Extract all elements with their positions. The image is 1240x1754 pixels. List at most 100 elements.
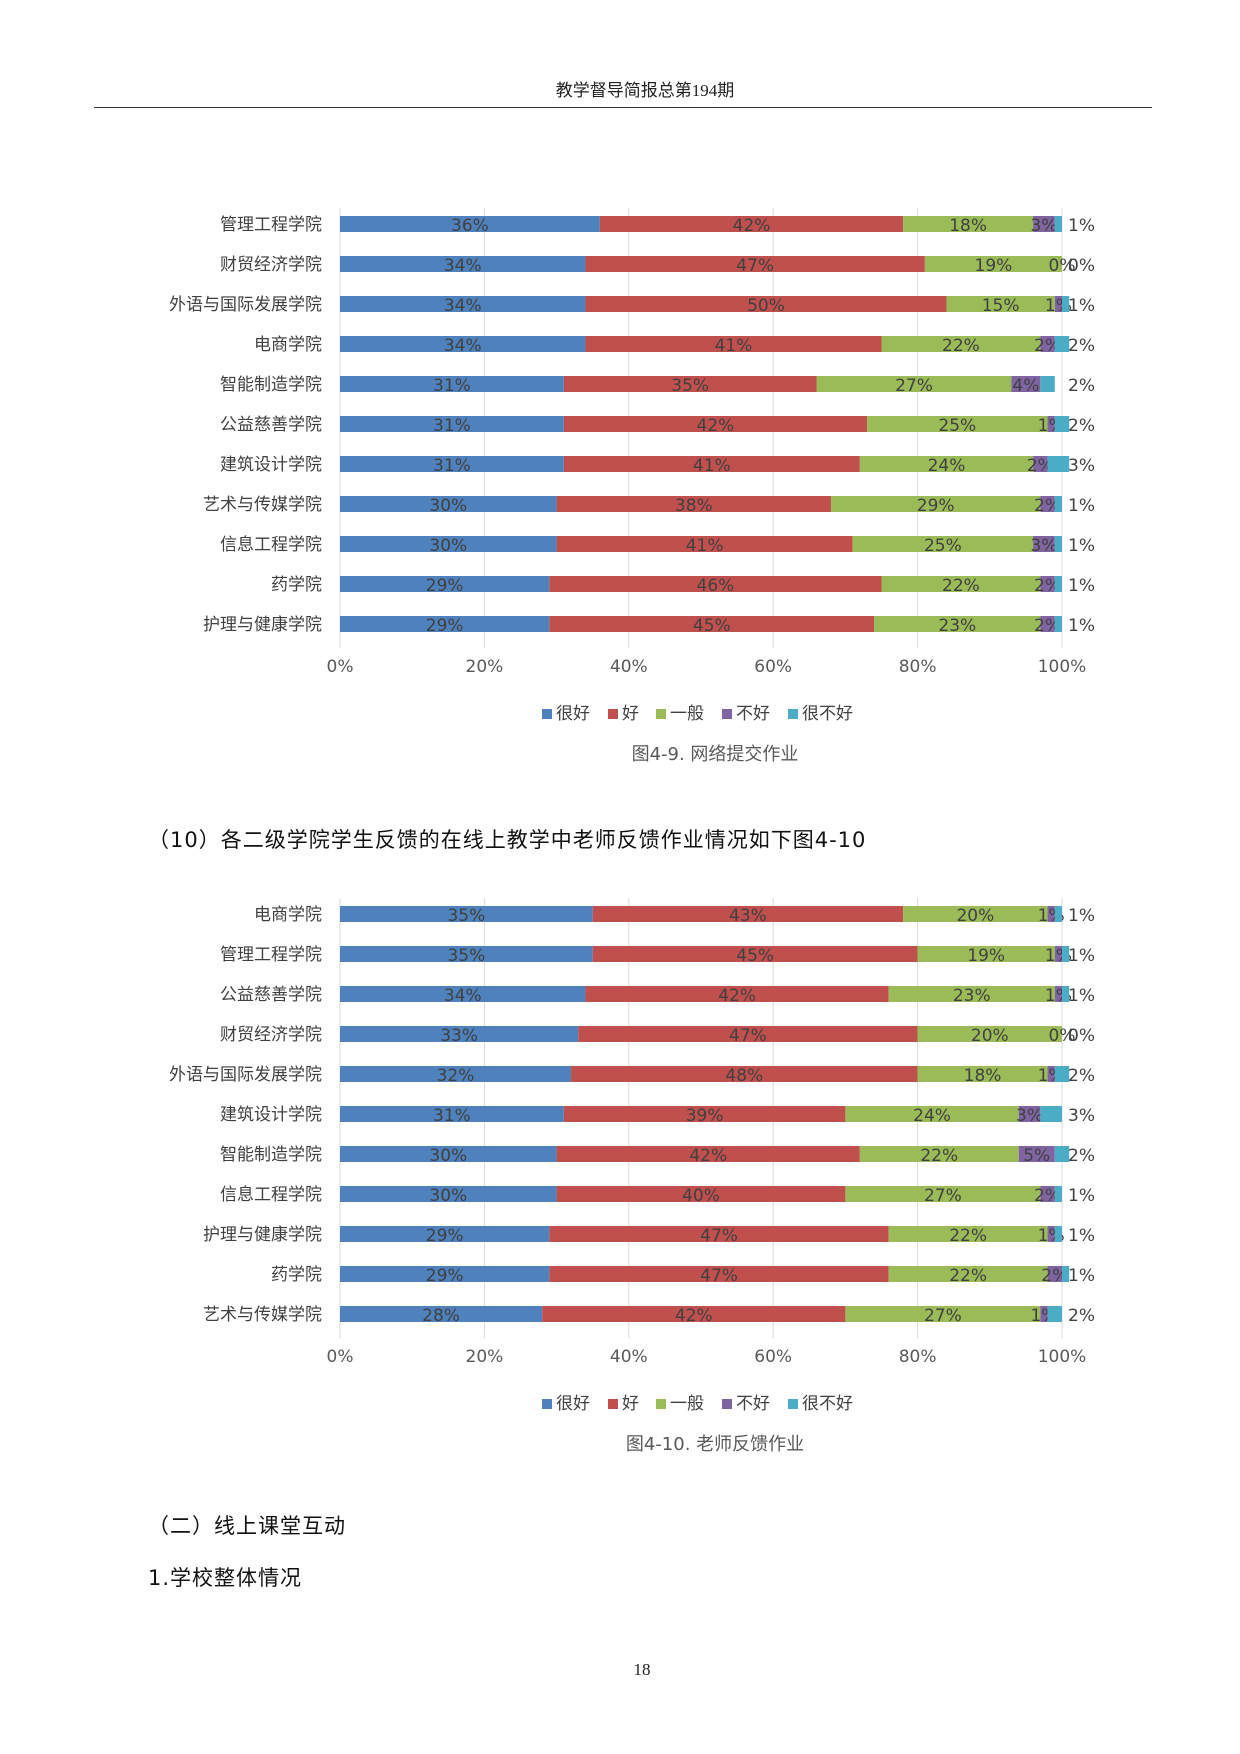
bar-segment — [1054, 946, 1062, 962]
x-tick-label: 40% — [610, 1347, 648, 1367]
bar-segment — [340, 216, 600, 232]
data-label: 47% — [729, 1026, 767, 1046]
bar-segment — [917, 1026, 1062, 1042]
bar-segment — [1054, 536, 1062, 552]
bar-segment — [845, 1106, 1019, 1122]
data-label: 1% — [1068, 1186, 1095, 1206]
bar-segment — [852, 536, 1034, 552]
bar-segment — [1040, 576, 1055, 592]
data-label: 38% — [675, 496, 713, 516]
data-label: 30% — [429, 536, 467, 556]
category-label: 艺术与传媒学院 — [203, 495, 322, 515]
data-label: 30% — [429, 1146, 467, 1166]
category-label: 外语与国际发展学院 — [169, 295, 322, 315]
bar-segment — [859, 1146, 1019, 1162]
data-label: 2% — [1034, 616, 1061, 636]
data-label: 1% — [1068, 576, 1095, 596]
bar-segment — [1054, 616, 1062, 632]
bar-segment — [1054, 216, 1062, 232]
x-tick-label: 60% — [754, 657, 792, 677]
legend-label: 很好 — [556, 1394, 590, 1414]
bar-segment — [585, 256, 925, 272]
paragraph-fig-4-10-intro: （10）各二级学院学生反馈的在线上教学中老师反馈作业情况如下图4-10 — [148, 828, 867, 852]
data-label: 31% — [433, 1106, 471, 1126]
data-label: 22% — [920, 1146, 958, 1166]
bar-segment — [1040, 336, 1055, 352]
data-label: 2% — [1034, 576, 1061, 596]
bar-segment — [1040, 376, 1055, 392]
bar-segment — [578, 1026, 918, 1042]
bar-segment — [1033, 456, 1048, 472]
bar-segment — [1062, 946, 1070, 962]
data-label: 28% — [422, 1306, 460, 1326]
data-label: 24% — [928, 456, 966, 476]
category-label: 护理与健康学院 — [203, 615, 322, 635]
bar-segment — [340, 1106, 564, 1122]
data-label: 0% — [1068, 256, 1095, 276]
data-label: 1% — [1068, 296, 1095, 316]
data-label: 19% — [975, 256, 1013, 276]
bar-segment — [1047, 1226, 1055, 1242]
data-label: 22% — [949, 1266, 987, 1286]
bar-segment — [859, 456, 1034, 472]
bar-segment — [340, 416, 564, 432]
bar-segment — [1054, 576, 1062, 592]
bar-segment — [903, 216, 1034, 232]
bar-segment — [1011, 376, 1041, 392]
data-label: 2% — [1068, 1146, 1095, 1166]
bar-segment — [340, 946, 593, 962]
data-label: 33% — [440, 1026, 478, 1046]
bar-segment — [1062, 296, 1070, 312]
data-label: 2% — [1027, 456, 1054, 476]
bar-segment — [340, 336, 586, 352]
page-number: 18 — [633, 1660, 651, 1679]
bar-segment — [881, 336, 1041, 352]
bar-segment — [888, 1226, 1048, 1242]
bar-segment — [340, 616, 550, 632]
chart-fig-4-10: 电商学院 35% 43% 20% 1% 1% 管理工程学院 35% 45% 19% 1% 1% 公益慈善… — [169, 898, 1095, 1455]
legend-swatch — [542, 1399, 552, 1409]
bar-segment — [556, 1186, 846, 1202]
data-label: 1% — [1068, 536, 1095, 556]
bar-segment — [816, 376, 1012, 392]
category-label: 护理与健康学院 — [203, 1225, 322, 1245]
bar-segment — [888, 1266, 1048, 1282]
chart-caption: 图4-9. 网络提交作业 — [632, 744, 799, 765]
data-label: 1% — [1068, 946, 1095, 966]
x-tick-label: 100% — [1038, 1347, 1087, 1367]
bar-segment — [563, 376, 817, 392]
bar-segment — [1062, 1266, 1070, 1282]
data-label: 42% — [733, 216, 771, 236]
bar-segment — [340, 456, 564, 472]
data-label: 1% — [1068, 616, 1095, 636]
data-label: 23% — [938, 616, 976, 636]
bar-segment — [340, 1306, 543, 1322]
bar-segment — [340, 1146, 557, 1162]
data-label: 42% — [689, 1146, 727, 1166]
data-label: 2% — [1068, 336, 1095, 356]
legend-swatch — [608, 709, 618, 719]
data-label: 29% — [426, 576, 464, 596]
data-label: 45% — [736, 946, 774, 966]
data-label: 27% — [924, 1306, 962, 1326]
bar-segment — [563, 1106, 846, 1122]
data-label: 41% — [693, 456, 731, 476]
data-label: 29% — [426, 1266, 464, 1286]
bar-segment — [592, 906, 904, 922]
data-label: 3% — [1068, 456, 1095, 476]
header-divider — [94, 107, 1152, 108]
bar-segment — [542, 1306, 846, 1322]
x-tick-label: 0% — [327, 1347, 354, 1367]
data-label: 1% — [1068, 906, 1095, 926]
data-label: 31% — [433, 376, 471, 396]
data-label: 2% — [1034, 1186, 1061, 1206]
legend-swatch — [656, 709, 666, 719]
bar-segment — [903, 906, 1048, 922]
bar-segment — [1054, 1226, 1062, 1242]
legend-label: 不好 — [736, 704, 770, 724]
category-label: 公益慈善学院 — [220, 415, 322, 435]
data-label: 24% — [913, 1106, 951, 1126]
data-label: 0% — [1068, 1026, 1095, 1046]
legend-swatch — [788, 709, 798, 719]
bar-segment — [881, 576, 1041, 592]
